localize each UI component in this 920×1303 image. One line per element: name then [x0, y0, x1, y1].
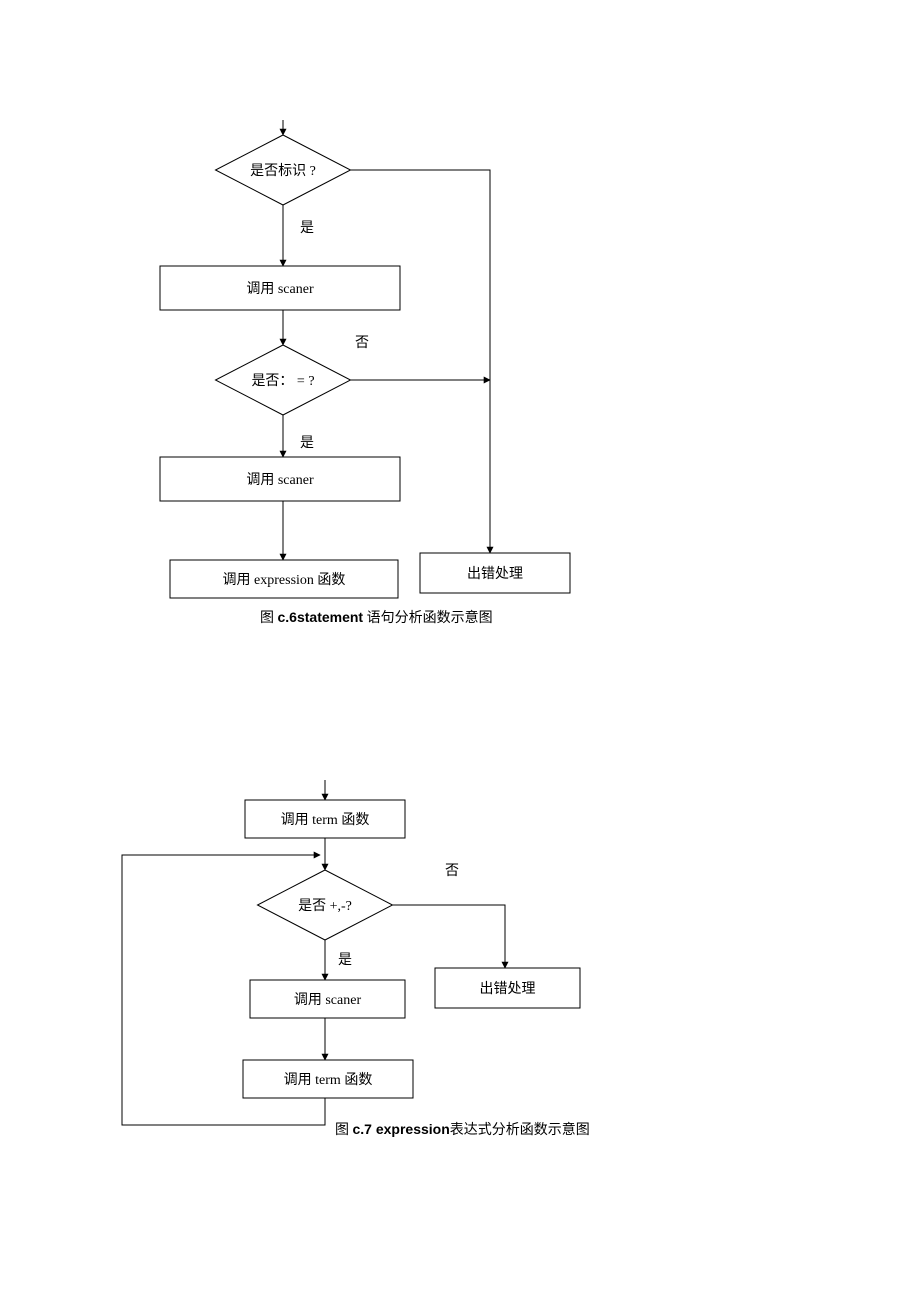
edge-label: 否: [445, 864, 459, 879]
node-label: 是否标识 ?: [250, 163, 316, 179]
node-label: 调用 scaner: [246, 472, 314, 488]
node-label: 调用 term 函数: [284, 1072, 373, 1088]
node-label: 调用 term 函数: [281, 812, 370, 828]
node-label: 调用 expression 函数: [223, 572, 346, 588]
node-label: 是否 +,-?: [298, 899, 352, 914]
edge-label: 是: [338, 953, 352, 968]
flowchart-diagrams: 是是否是否标识 ?调用 scaner是否： = ?调用 scaner调用 exp…: [0, 0, 920, 1303]
diagram-caption: 图 c.7 expression表达式分析函数示意图: [335, 1121, 590, 1138]
node-label: 是否： = ?: [251, 374, 314, 389]
node-label: 调用 scaner: [294, 992, 362, 1008]
diagram-caption: 图 c.6statement 语句分析函数示意图: [260, 609, 493, 626]
edge-label: 否: [355, 336, 369, 351]
node-label: 调用 scaner: [246, 281, 314, 297]
edge-label: 是: [300, 221, 314, 236]
edge: [392, 905, 505, 968]
node-label: 出错处理: [467, 566, 523, 582]
node-label: 出错处理: [480, 981, 536, 997]
edge-label: 是: [300, 436, 314, 451]
